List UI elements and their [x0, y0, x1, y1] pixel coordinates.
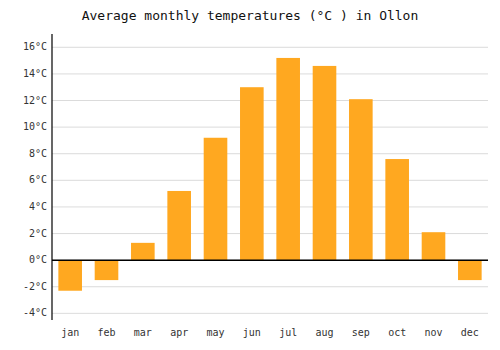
- y-ticks: -4°C -2°C 0°C 2°C 4°C 6°C 8°C 10°C 12°C 14°C 16°C: [23, 41, 47, 318]
- x-tick-label: sep: [352, 327, 370, 338]
- grid-line: [52, 206, 488, 207]
- x-ticks: jan feb mar apr may jun jul aug sep oct nov dec: [61, 327, 479, 338]
- y-tick-label: 0°C: [29, 254, 47, 265]
- bar: [276, 58, 300, 260]
- y-tick-label: 16°C: [23, 41, 47, 52]
- grid-line: [52, 260, 488, 261]
- bar: [95, 260, 119, 280]
- zero-line: [52, 259, 488, 261]
- bar: [131, 243, 155, 260]
- y-tick-label: 8°C: [29, 148, 47, 159]
- y-tick-label: 6°C: [29, 174, 47, 185]
- grid: [52, 47, 488, 313]
- x-tick-label: oct: [388, 327, 406, 338]
- bar: [240, 87, 264, 260]
- x-tick-label: jun: [243, 327, 261, 338]
- x-tick-label: jan: [61, 327, 79, 338]
- y-tick-label: 10°C: [23, 121, 47, 132]
- grid-line: [52, 180, 488, 181]
- bar: [58, 260, 82, 291]
- x-tick-label: nov: [424, 327, 442, 338]
- y-tick-label: 2°C: [29, 228, 47, 239]
- bar: [349, 99, 373, 260]
- bar: [167, 191, 191, 260]
- x-tick-label: aug: [315, 327, 333, 338]
- grid-line: [52, 286, 488, 287]
- title: Average monthly temperatures (°C ) in Ol…: [82, 8, 419, 23]
- y-tick-label: -4°C: [23, 307, 47, 318]
- grid-line: [52, 153, 488, 154]
- grid-line: [52, 47, 488, 48]
- x-tick-label: may: [206, 327, 224, 338]
- bar: [458, 260, 482, 280]
- x-tick-label: mar: [134, 327, 152, 338]
- y-tick-label: 14°C: [23, 68, 47, 79]
- bars: [58, 58, 481, 291]
- chart: -4°C -2°C 0°C 2°C 4°C 6°C 8°C 10°C 12°C 14°C 16°C j…: [0, 0, 500, 350]
- x-tick-label: dec: [461, 327, 479, 338]
- bar: [385, 159, 409, 260]
- bar: [204, 138, 228, 260]
- grid-line: [52, 313, 488, 314]
- x-tick-label: jul: [279, 327, 297, 338]
- grid-line: [52, 100, 488, 101]
- grid-line: [52, 73, 488, 74]
- grid-line: [52, 127, 488, 128]
- y-tick-label: 12°C: [23, 95, 47, 106]
- bar: [313, 66, 337, 260]
- y-tick-label: -2°C: [23, 281, 47, 292]
- x-tick-label: feb: [97, 327, 115, 338]
- y-axis-line: [51, 34, 52, 320]
- bar: [422, 232, 446, 260]
- y-tick-label: 4°C: [29, 201, 47, 212]
- x-tick-label: apr: [170, 327, 188, 338]
